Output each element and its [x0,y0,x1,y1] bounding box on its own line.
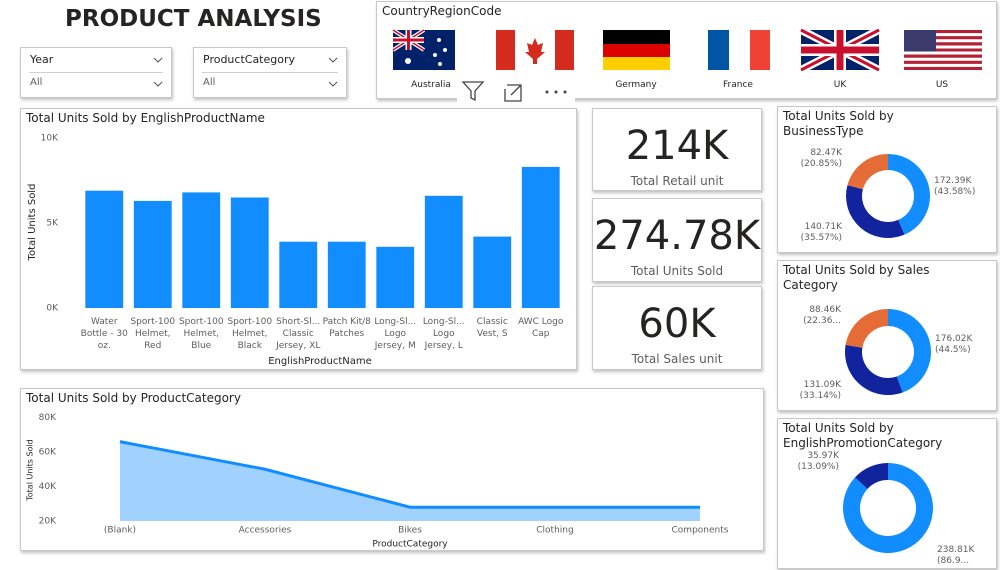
x-tick-label: Sport-100 Helmet, Red [130,317,176,351]
chevrons [153,57,163,87]
flag-us[interactable] [904,30,982,70]
data-label: 140.71K (35.57%) [800,222,842,244]
card-label: Total Sales unit [631,352,723,366]
x-tick-label: Classic Vest, S [476,317,508,339]
chart-title: Total Units Sold by ProductCategory [26,391,241,405]
data-label: 131.09K (33.14%) [799,379,841,401]
card: 274.78K Total Units Sold [592,198,762,282]
more-options[interactable] [545,90,567,94]
visual-toolbar [457,76,575,104]
divider [29,72,163,73]
x-tick-label: Long-Sl... Logo Jersey, L [422,317,465,351]
data-label: 172.39K (43.58%) [934,176,976,198]
card: 214K Total Retail unit [592,108,762,191]
divider [202,72,338,73]
category-slicer[interactable]: ProductCategory All [193,47,347,98]
slicer-value[interactable]: All [203,77,216,88]
data-label: 176.02K (44.5%) [935,333,973,355]
flag-uk[interactable] [799,26,881,74]
country-label[interactable]: France [723,80,753,90]
filter-icon[interactable] [461,81,485,102]
x-tick-label: Short-Sl... Classic Jersey, XL [276,317,321,351]
country-label[interactable]: UK [833,80,847,90]
chart-title: Total Units Sold by EnglishPromotionCate… [783,421,943,450]
focus-icon[interactable] [504,84,522,102]
chart-title: Total Units Sold by EnglishProductName [26,111,265,125]
x-tick-label: Long-Sl... Logo Jersey, M [374,317,417,351]
card-value: 274.78K [593,213,761,259]
country-label[interactable]: US [935,80,949,90]
country-label[interactable]: Australia [411,80,451,90]
toolbar-icons [461,81,567,102]
data-label: 88.46K (22.36... [803,304,841,326]
year-slicer[interactable]: Year All [20,47,172,98]
flag-canada[interactable] [496,30,574,70]
page-title: PRODUCT ANALYSIS [65,6,322,32]
card-value: 60K [638,301,716,347]
slicer-label: Year [30,53,54,66]
slicer-label: ProductCategory [203,53,296,66]
x-tick-label: Water Bottle - 30 oz. [80,317,128,351]
chevrons [328,57,338,87]
card-value: 214K [625,123,729,169]
card-label: Total Units Sold [630,264,724,278]
chart-title: Total Units Sold by BusinessType [783,109,894,138]
flag-australia[interactable] [391,28,455,70]
x-tick-label: Sport-100 Helmet, Blue [178,317,224,351]
flag-germany[interactable] [603,30,670,70]
slicer-title: CountryRegionCode [382,4,502,18]
x-tick-label: AWC Logo Cap [518,317,564,339]
card: 60K Total Sales unit [592,286,762,370]
data-label: 35.97K (13.09%) [797,451,839,473]
country-label[interactable]: Germany [615,80,657,90]
flag-france[interactable] [708,30,770,70]
data-label: 238.81K (86.9... [937,544,975,566]
x-tick-label: Sport-100 Helmet, Black [227,317,273,351]
area-panel: Total Units Sold by ProductCategory [20,388,764,551]
x-tick-label: Patch Kit/8 Patches [322,317,371,339]
card-label: Total Retail unit [630,174,724,188]
slicer-value[interactable]: All [30,77,43,88]
flags [391,26,982,74]
chart-title: Total Units Sold by Sales Category [783,263,930,292]
data-label: 82.47K (20.85%) [800,147,842,169]
